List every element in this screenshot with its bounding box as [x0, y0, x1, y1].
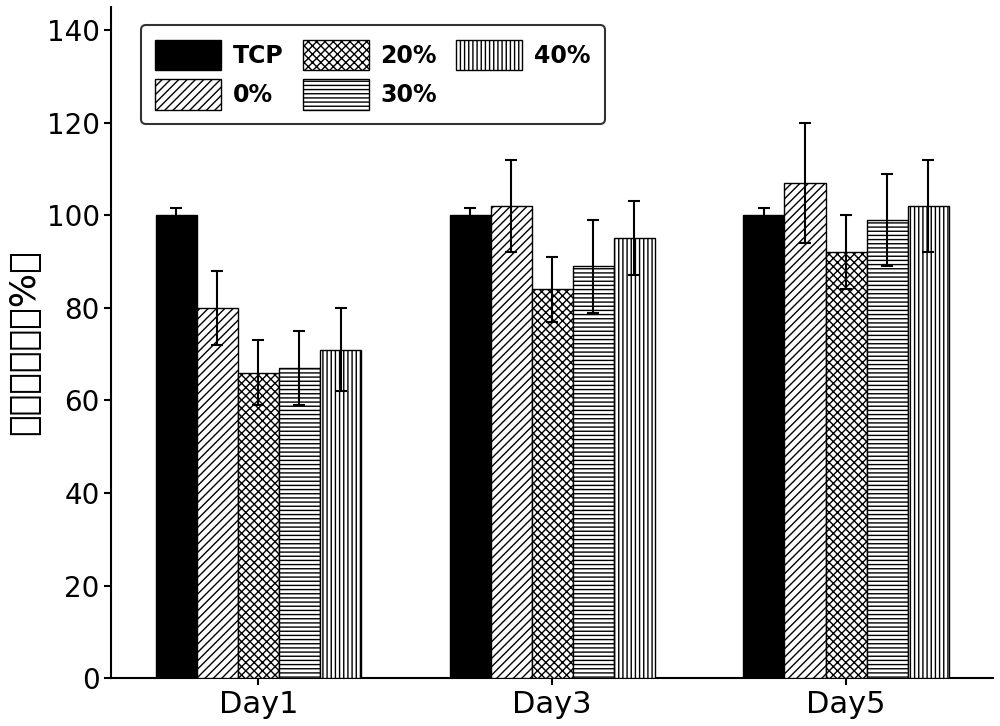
Bar [784, 183, 826, 678]
Bar [450, 216, 491, 678]
Bar [908, 206, 949, 678]
Bar [320, 349, 361, 678]
Bar [156, 216, 197, 678]
Bar [826, 253, 867, 678]
Bar [238, 372, 279, 678]
Bar [197, 308, 238, 678]
Bar [573, 266, 614, 678]
Y-axis label: 细胞生长率（%）: 细胞生长率（%） [7, 250, 41, 436]
Bar [491, 206, 532, 678]
Bar [867, 220, 908, 678]
Legend: TCP, 0%, 20%, 30%, 40%: TCP, 0%, 20%, 30%, 40% [141, 25, 605, 124]
Bar [614, 238, 655, 678]
Bar [532, 290, 573, 678]
Bar [743, 216, 784, 678]
Bar [279, 368, 320, 678]
